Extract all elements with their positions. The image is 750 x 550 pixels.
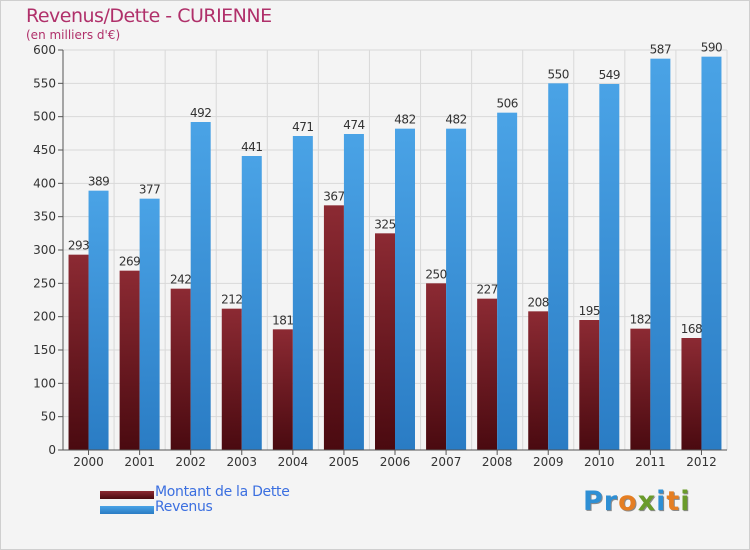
bar-debt-2000 — [68, 254, 89, 450]
bar-debt-2008 — [477, 298, 498, 450]
y-tick-label: 300 — [33, 243, 56, 257]
bar-debt-2009 — [528, 311, 549, 450]
x-tick-label: 2005 — [329, 455, 360, 469]
data-label-debt: 242 — [170, 273, 191, 287]
y-tick-label: 100 — [33, 376, 56, 390]
x-tick-label: 2002 — [175, 455, 206, 469]
bar-debt-2005 — [323, 205, 344, 450]
data-label-revenue: 590 — [701, 41, 722, 55]
bar-revenue-2008 — [497, 112, 518, 451]
logo-letter: r — [603, 486, 619, 517]
x-tick-label: 2004 — [278, 455, 309, 469]
bar-revenue-2006 — [395, 128, 415, 450]
x-axis: 2000 2001 2002 2003 2004 2005 2006 2007 2008 2009… — [63, 449, 727, 469]
y-tick-label: 600 — [33, 43, 56, 57]
bar-debt-2002 — [170, 288, 191, 450]
x-tick-label: 2006 — [380, 455, 411, 469]
y-tick-label: 0 — [48, 443, 56, 457]
x-tick-label: 2011 — [635, 455, 666, 469]
logo-letter: i — [656, 486, 667, 517]
logo-letter: t — [666, 486, 681, 517]
bar-revenue-2004 — [292, 136, 313, 450]
logo-letter: o — [618, 486, 638, 517]
y-tick-label: 550 — [33, 76, 56, 90]
bar-revenue-2000 — [88, 190, 109, 450]
y-tick-label: 400 — [33, 176, 56, 190]
x-tick-label: 2008 — [482, 455, 513, 469]
bar-revenue-2010 — [599, 84, 620, 450]
data-label-debt: 293 — [68, 239, 89, 253]
bar-debt-2004 — [272, 329, 293, 450]
x-tick-label: 2007 — [431, 455, 462, 469]
x-tick-label: 2001 — [124, 455, 155, 469]
data-label-revenue: 492 — [190, 106, 211, 120]
y-axis: 0 50 100 150 200 250 300 350 400 450 500 550 600 — [33, 43, 64, 457]
x-tick-label: 2010 — [584, 455, 615, 469]
bar-revenue-2012 — [701, 56, 722, 451]
data-label-revenue: 587 — [650, 43, 671, 57]
data-label-debt: 269 — [119, 255, 140, 269]
data-label-debt: 182 — [630, 313, 651, 327]
data-label-revenue: 471 — [292, 120, 313, 134]
bar-revenue-2005 — [343, 134, 364, 450]
data-label-debt: 208 — [528, 295, 549, 309]
y-tick-label: 250 — [33, 276, 56, 290]
y-tick-label: 450 — [33, 143, 56, 157]
bar-debt-2011 — [630, 328, 651, 450]
bar-debt-2003 — [221, 308, 242, 450]
chart-subtitle: (en milliers d'€) — [26, 28, 121, 42]
data-label-revenue: 549 — [599, 68, 620, 82]
data-label-revenue: 474 — [343, 118, 364, 132]
bar-debt-2010 — [579, 320, 600, 450]
y-tick-label: 500 — [33, 110, 56, 124]
y-tick-label: 150 — [33, 343, 56, 357]
x-tick-label: 2000 — [73, 455, 104, 469]
data-label-revenue: 377 — [139, 183, 160, 197]
data-label-debt: 367 — [323, 189, 344, 203]
bar-revenue-2003 — [241, 156, 262, 450]
bar-revenue-2011 — [650, 58, 671, 451]
data-label-debt: 227 — [476, 283, 497, 297]
legend-swatch-revenue — [100, 506, 154, 514]
data-label-debt: 181 — [272, 313, 293, 327]
data-label-debt: 195 — [579, 304, 600, 318]
data-label-revenue: 506 — [496, 97, 517, 111]
x-tick-label: 2003 — [226, 455, 257, 469]
bars — [68, 56, 722, 451]
logo-letter: x — [637, 486, 657, 517]
bar-revenue-2001 — [139, 198, 160, 450]
data-label-revenue: 482 — [445, 113, 466, 127]
bar-debt-2006 — [375, 233, 395, 450]
data-label-revenue: 441 — [241, 140, 262, 154]
data-label-debt: 250 — [425, 267, 446, 281]
legend-label-debt: Montant de la Dette — [155, 484, 290, 500]
data-label-debt: 212 — [221, 293, 242, 307]
legend-swatch-debt — [100, 491, 154, 499]
logo-letter: P — [583, 486, 604, 517]
proxiti-logo: Proxiti — [583, 486, 691, 517]
data-label-debt: 325 — [374, 217, 395, 231]
data-label-debt: 168 — [681, 322, 702, 336]
data-label-revenue: 482 — [394, 113, 415, 127]
bar-revenue-2007 — [446, 128, 467, 450]
x-tick-label: 2009 — [533, 455, 564, 469]
y-tick-label: 350 — [33, 210, 56, 224]
chart-title: Revenus/Dette - CURIENNE — [26, 5, 272, 27]
data-labels: 293 389 269 377 242 492 212 441 181 471 367 474 325 4… — [68, 41, 723, 336]
bar-debt-2001 — [119, 270, 140, 450]
y-tick-label: 200 — [33, 310, 56, 324]
bar-revenue-2009 — [548, 83, 569, 450]
data-label-revenue: 550 — [548, 67, 569, 81]
x-tick-label: 2012 — [686, 455, 717, 469]
legend-label-revenue: Revenus — [155, 499, 213, 515]
bar-debt-2007 — [426, 283, 447, 450]
data-label-revenue: 389 — [88, 175, 109, 189]
bar-debt-2012 — [681, 338, 702, 450]
bar-revenue-2002 — [190, 122, 211, 450]
logo-letter: i — [680, 486, 691, 517]
y-tick-label: 50 — [41, 410, 56, 424]
